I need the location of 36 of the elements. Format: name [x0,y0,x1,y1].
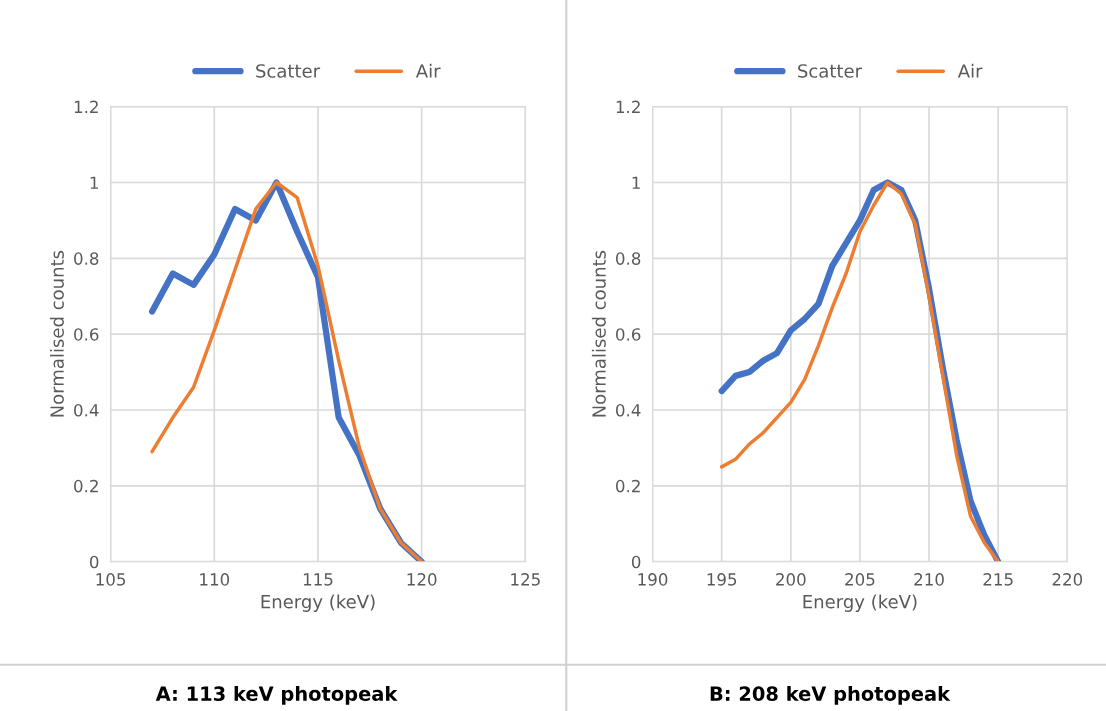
y-tick-label: 0.2 [616,479,640,493]
y-tick-label: 1 [632,176,640,189]
y-tick-label: 0 [631,555,641,569]
x-tick-label: 190 [638,573,668,586]
x-tick-label: 210 [914,573,944,586]
x-tick-label: 205 [845,573,875,586]
y-tick-label: 0.2 [74,479,98,493]
y-tick-label: 1.2 [74,100,98,113]
y-axis-title: Normalised counts [591,250,606,417]
y-tick-label: 1 [90,176,98,189]
x-tick-label: 200 [776,573,806,586]
x-axis-title: Energy (keV) [261,594,375,612]
x-tick-label: 195 [707,573,737,586]
legend-label: Air [957,63,983,78]
x-tick-label: 105 [96,573,126,586]
legend-label: Scatter [256,64,321,78]
x-tick-label: 125 [511,573,540,586]
y-tick-label: 0.4 [616,403,641,417]
x-axis-title: Energy (keV) [803,594,917,612]
text: B: 208 keV photopeak [710,685,951,705]
y-tick-label: 0.4 [74,403,99,417]
x-tick-label: 120 [407,573,437,586]
x-tick-label: 220 [1052,573,1083,586]
legend-label: Air [415,63,441,78]
y-tick-label: 0.8 [616,252,641,265]
x-tick-label: 215 [983,573,1013,586]
legend-label: Scatter [798,64,863,78]
y-tick-label: 0.6 [74,328,99,341]
y-tick-label: 0.8 [74,252,99,265]
x-tick-label: 110 [200,573,230,586]
x-tick-label: 115 [303,573,333,586]
text: A: 113 keV photopeak [155,685,398,705]
y-axis-title: Normalised counts [49,250,64,417]
y-tick-label: 0.6 [616,328,641,341]
y-tick-label: 1.2 [616,100,640,113]
y-tick-label: 0 [89,555,99,569]
